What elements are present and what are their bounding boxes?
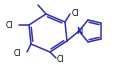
Text: Cl: Cl bbox=[14, 48, 22, 58]
Text: Cl: Cl bbox=[6, 21, 14, 29]
Text: N: N bbox=[76, 26, 82, 36]
Text: Cl: Cl bbox=[72, 8, 79, 18]
Text: Cl: Cl bbox=[57, 55, 64, 63]
